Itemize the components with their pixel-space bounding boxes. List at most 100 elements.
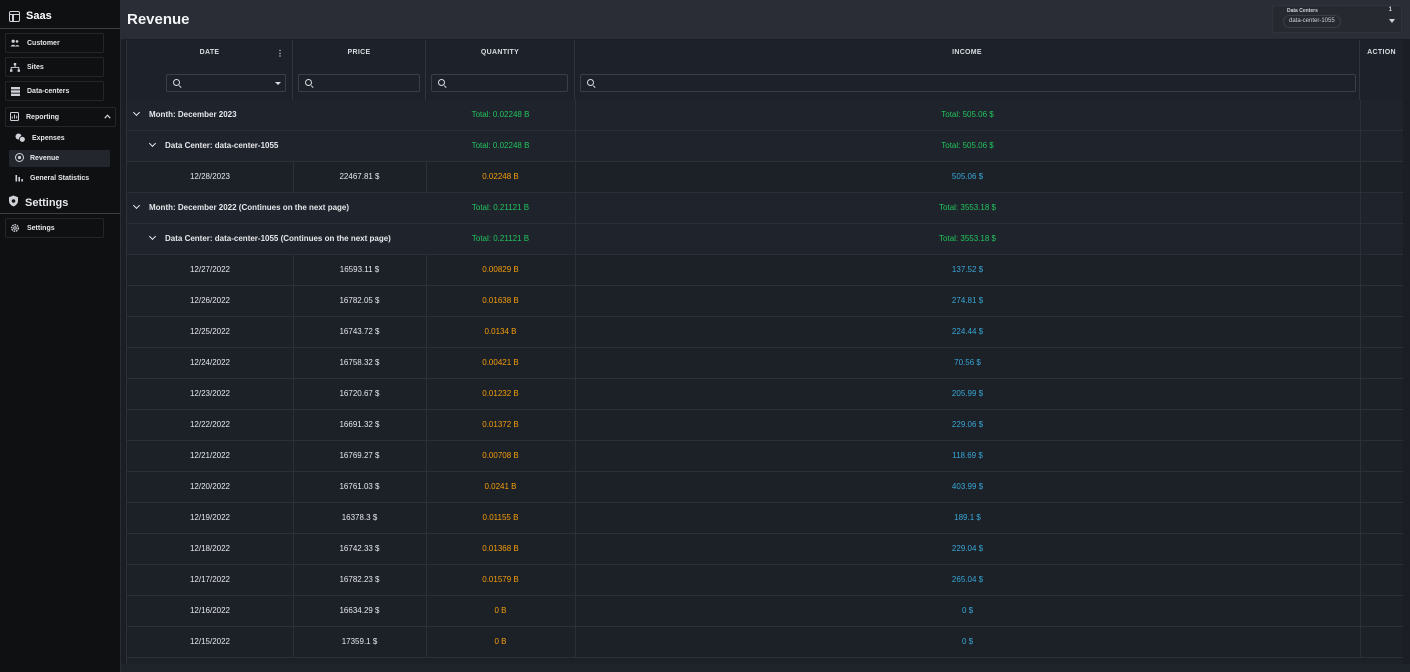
- divider: [1360, 534, 1361, 564]
- circle-dollar-icon: [15, 153, 24, 164]
- divider: [1360, 193, 1361, 223]
- cell-income: 505.06 $: [951, 172, 984, 181]
- column-header-action: ACTION: [1360, 40, 1403, 100]
- cell-price: 16742.33 $: [339, 544, 380, 553]
- column-menu-icon[interactable]: ⋮: [276, 49, 284, 58]
- divider: [1360, 503, 1361, 533]
- divider: [575, 441, 576, 471]
- group-label[interactable]: Month: December 2023: [132, 100, 237, 130]
- table-row[interactable]: 12/28/2023 22467.81 $ 0.02248 B 505.06 $: [127, 162, 1403, 193]
- sidebar-item-settings[interactable]: Settings: [5, 218, 104, 238]
- date-filter[interactable]: [166, 74, 286, 92]
- cell-quantity: 0.00708 B: [482, 451, 519, 460]
- divider: [1360, 596, 1361, 626]
- quantity-filter[interactable]: [431, 74, 568, 92]
- cell-date: 12/28/2023: [189, 172, 231, 181]
- sidebar-item-general-statistics[interactable]: General Statistics: [9, 170, 110, 187]
- chevron-down-icon[interactable]: [148, 232, 157, 241]
- data-centers-select[interactable]: Data Centers 1 data-center-1055: [1272, 5, 1402, 33]
- cell-quantity: 0.00829 B: [482, 265, 519, 274]
- divider: [426, 565, 427, 595]
- divider: [575, 317, 576, 347]
- divider: [293, 410, 294, 440]
- column-header-quantity[interactable]: QUANTITY: [426, 40, 575, 100]
- cell-income: 70.56 $: [954, 358, 981, 367]
- cell-income: 229.04 $: [951, 544, 984, 553]
- chevron-down-icon[interactable]: [275, 82, 281, 85]
- cell-income: 274.81 $: [951, 296, 984, 305]
- chevron-down-icon[interactable]: [132, 108, 141, 117]
- table-row[interactable]: 12/22/2022 16691.32 $ 0.01372 B 229.06 $: [127, 410, 1403, 441]
- gear-icon: [10, 223, 20, 233]
- selected-chip[interactable]: data-center-1055: [1283, 15, 1341, 28]
- divider: [575, 379, 576, 409]
- group-label[interactable]: Data Center: data-center-1055 (Continues…: [148, 224, 391, 254]
- cell-quantity: 0.01232 B: [482, 389, 519, 398]
- grid-footer: [121, 664, 1410, 672]
- chevron-down-icon[interactable]: [132, 201, 141, 210]
- divider: [426, 627, 427, 657]
- cell-quantity: 0.01155 B: [482, 513, 519, 522]
- cell-quantity: 0.0241 B: [484, 482, 517, 491]
- income-total: Total: 505.06 $: [941, 141, 994, 150]
- income-total: Total: 505.06 $: [941, 110, 994, 119]
- cell-quantity: 0.01579 B: [482, 575, 519, 584]
- column-header-date[interactable]: DATE ⋮: [127, 40, 293, 100]
- cell-quantity: 0.02248 B: [482, 172, 519, 181]
- brand[interactable]: Saas: [0, 0, 120, 28]
- sidebar-item-data-centers[interactable]: Data-centers: [5, 81, 104, 101]
- sidebar-item-label: General Statistics: [30, 175, 90, 182]
- column-label: QUANTITY: [480, 49, 520, 56]
- column-header-income[interactable]: INCOME: [575, 40, 1360, 100]
- table-row[interactable]: 12/27/2022 16593.11 $ 0.00829 B 137.52 $: [127, 255, 1403, 286]
- chevron-up-icon[interactable]: [104, 113, 111, 121]
- group-row[interactable]: Month: December 2022 (Continues on the n…: [127, 193, 1403, 224]
- cell-income: 137.52 $: [951, 265, 984, 274]
- group-row[interactable]: Data Center: data-center-1055 (Continues…: [127, 224, 1403, 255]
- cell-income: 205.99 $: [951, 389, 984, 398]
- divider: [293, 348, 294, 378]
- divider: [293, 255, 294, 285]
- cell-quantity: 0.00421 B: [482, 358, 519, 367]
- group-title: Data Center: data-center-1055: [165, 141, 279, 150]
- divider: [1360, 286, 1361, 316]
- table-row[interactable]: 12/24/2022 16758.32 $ 0.00421 B 70.56 $: [127, 348, 1403, 379]
- cell-date: 12/15/2022: [189, 637, 231, 646]
- cell-quantity: 0.0134 B: [484, 327, 517, 336]
- select-label: Data Centers: [1287, 8, 1318, 14]
- sidebar-item-sites[interactable]: Sites: [5, 57, 104, 77]
- table-row[interactable]: 12/23/2022 16720.67 $ 0.01232 B 205.99 $: [127, 379, 1403, 410]
- column-header-price[interactable]: PRICE: [293, 40, 426, 100]
- sidebar-group-label: Reporting: [26, 113, 60, 121]
- table-row[interactable]: 12/21/2022 16769.27 $ 0.00708 B 118.69 $: [127, 441, 1403, 472]
- quantity-total: Total: 0.21121 B: [471, 203, 530, 212]
- divider: [575, 348, 576, 378]
- divider: [575, 100, 576, 130]
- select-count: 1: [1388, 7, 1392, 13]
- table-row[interactable]: 12/16/2022 16634.29 $ 0 B 0 $: [127, 596, 1403, 627]
- income-filter[interactable]: [580, 74, 1356, 92]
- divider: [1360, 410, 1361, 440]
- table-row[interactable]: 12/26/2022 16782.05 $ 0.01638 B 274.81 $: [127, 286, 1403, 317]
- chevron-down-icon[interactable]: [148, 139, 157, 148]
- sidebar-item-revenue[interactable]: Revenue: [9, 150, 110, 167]
- table-row[interactable]: 12/20/2022 16761.03 $ 0.0241 B 403.99 $: [127, 472, 1403, 503]
- sidebar-group-reporting[interactable]: Reporting: [5, 107, 116, 127]
- divider: [293, 534, 294, 564]
- table-row[interactable]: 12/17/2022 16782.23 $ 0.01579 B 265.04 $: [127, 565, 1403, 596]
- divider: [293, 503, 294, 533]
- group-row[interactable]: Data Center: data-center-1055 Total: 0.0…: [127, 131, 1403, 162]
- sidebar-item-customer[interactable]: Customer: [5, 33, 104, 53]
- table-row[interactable]: 12/18/2022 16742.33 $ 0.01368 B 229.04 $: [127, 534, 1403, 565]
- group-row[interactable]: Month: December 2023 Total: 0.02248 B To…: [127, 100, 1403, 131]
- sidebar-item-expenses[interactable]: Expenses: [9, 130, 110, 147]
- price-filter[interactable]: [298, 74, 420, 92]
- divider: [1360, 317, 1361, 347]
- chevron-down-icon[interactable]: [1389, 19, 1395, 23]
- table-row[interactable]: 12/25/2022 16743.72 $ 0.0134 B 224.44 $: [127, 317, 1403, 348]
- table-row[interactable]: 12/19/2022 16378.3 $ 0.01155 B 189.1 $: [127, 503, 1403, 534]
- group-label[interactable]: Month: December 2022 (Continues on the n…: [132, 193, 349, 223]
- table-row[interactable]: 12/15/2022 17359.1 $ 0 B 0 $: [127, 627, 1403, 658]
- group-label[interactable]: Data Center: data-center-1055: [148, 131, 279, 161]
- cell-quantity: 0 B: [494, 606, 507, 615]
